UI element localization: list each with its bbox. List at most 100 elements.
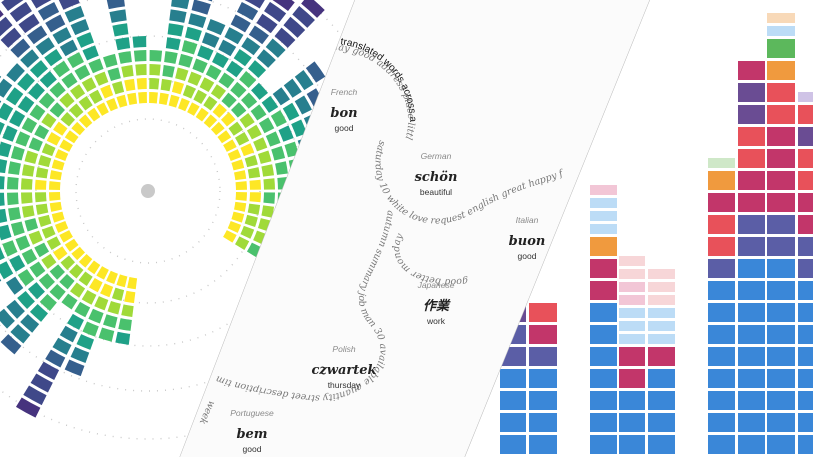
- radial-segment: [15, 397, 41, 418]
- radial-segment: [0, 27, 22, 48]
- radial-segment: [234, 201, 247, 212]
- radial-segment: [41, 253, 57, 269]
- radial-segment: [253, 137, 268, 152]
- radial-segment: [61, 72, 78, 89]
- radial-segment: [149, 64, 161, 76]
- radial-segment: [199, 77, 215, 93]
- radial-segment: [17, 269, 35, 287]
- radial-segment: [35, 192, 47, 203]
- radial-segment: [116, 94, 128, 108]
- stack-block: [648, 334, 675, 344]
- radial-segment: [35, 37, 55, 56]
- radial-segment: [49, 81, 66, 98]
- stack-block: [767, 149, 795, 168]
- word-term: 作業: [423, 298, 451, 314]
- stack-block: [590, 369, 617, 388]
- radial-segment: [265, 131, 281, 147]
- radial-segment: [162, 64, 175, 78]
- word-translation: good: [335, 123, 354, 133]
- stack-block: [619, 413, 645, 432]
- radial-segment: [59, 39, 78, 57]
- stack-block: [798, 193, 813, 212]
- stack-block: [798, 215, 813, 234]
- radial-segment: [278, 125, 294, 142]
- radial-segment: [70, 84, 86, 100]
- stack-block: [738, 413, 765, 432]
- stack-block: [590, 259, 617, 278]
- radial-segment: [89, 278, 103, 293]
- stack-block: [738, 61, 765, 80]
- radial-segment: [49, 102, 65, 118]
- radial-segment: [9, 1, 32, 23]
- word-translation: good: [243, 444, 262, 454]
- radial-segment: [0, 141, 12, 158]
- stack-block: [767, 26, 795, 36]
- radial-segment: [18, 13, 40, 34]
- radial-segment: [106, 97, 118, 112]
- radial-segment: [34, 124, 50, 140]
- radial-segment: [115, 37, 131, 51]
- stack-block: [738, 303, 765, 322]
- radial-segment: [64, 238, 79, 252]
- stack-block: [590, 198, 617, 208]
- radial-segment: [8, 207, 21, 221]
- radial-segment: [7, 176, 19, 190]
- stack-block: [738, 281, 765, 300]
- radial-segment: [210, 84, 226, 100]
- stack-block: [738, 215, 765, 234]
- stack-block: [767, 325, 795, 344]
- radial-segment: [124, 290, 136, 304]
- stack-block: [648, 308, 675, 318]
- radial-segment: [15, 131, 31, 147]
- radial-segment: [132, 36, 147, 48]
- radial-segment: [24, 150, 39, 164]
- radial-segment: [39, 70, 57, 88]
- radial-segment: [94, 296, 109, 311]
- radial-segment: [241, 92, 258, 109]
- radial-segment: [136, 78, 147, 90]
- word-term: schön: [415, 170, 458, 185]
- radial-segment: [181, 40, 198, 55]
- radial-segment: [0, 224, 12, 241]
- stack-block: [767, 83, 795, 102]
- stack-block: [798, 259, 813, 278]
- word-term: buon: [509, 234, 546, 249]
- radial-segment: [171, 0, 190, 10]
- stack-block: [798, 149, 813, 168]
- stack-block: [738, 325, 765, 344]
- radial-segment: [45, 349, 66, 368]
- stack-block: [529, 303, 557, 322]
- word-language: French: [331, 87, 358, 97]
- radial-segment: [149, 50, 163, 62]
- radial-segment: [58, 0, 80, 10]
- radial-segment: [205, 64, 222, 81]
- radial-segment: [294, 70, 314, 91]
- radial-segment: [35, 167, 49, 179]
- radial-segment: [29, 261, 46, 278]
- radial-segment: [270, 110, 287, 127]
- radial-segment: [52, 60, 70, 78]
- radial-segment: [96, 102, 109, 116]
- radial-segment: [221, 92, 237, 108]
- stack-block: [798, 325, 813, 344]
- radial-segment: [235, 132, 250, 146]
- radial-segment: [265, 38, 286, 58]
- radial-segment: [274, 27, 296, 48]
- stack-block: [500, 391, 526, 410]
- stack-block: [708, 193, 735, 212]
- radial-segment: [193, 89, 207, 104]
- radial-segment: [271, 0, 295, 12]
- radial-segment: [165, 37, 181, 51]
- stack-block: [708, 215, 735, 234]
- radial-segment: [192, 58, 208, 74]
- stack-block: [798, 413, 813, 432]
- stacked-blocks-panel: [465, 0, 813, 457]
- stack-block: [767, 391, 795, 410]
- radial-segment: [185, 26, 202, 42]
- radial-segment: [240, 225, 255, 239]
- radial-segment: [0, 244, 5, 263]
- radial-segment: [37, 361, 60, 380]
- stack-block: [619, 347, 645, 366]
- radial-segment: [54, 221, 69, 233]
- radial-segment: [59, 230, 73, 243]
